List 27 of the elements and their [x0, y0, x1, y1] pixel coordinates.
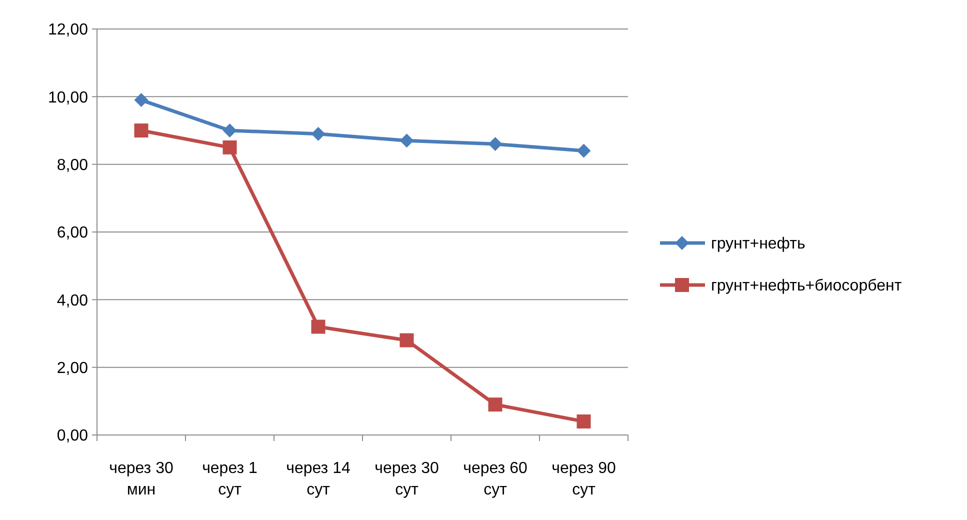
- point: [488, 137, 502, 152]
- point: [311, 126, 326, 141]
- point: [576, 144, 591, 158]
- legend-label: грунт+нефть: [711, 236, 806, 253]
- point: [222, 140, 237, 154]
- x-tick-label: через 30 мин: [109, 460, 174, 499]
- y-tick-label: 10,00: [48, 89, 88, 106]
- x-tick-label: через 90 сут: [552, 460, 616, 499]
- y-tick-label: 8,00: [56, 156, 88, 174]
- point: [400, 333, 414, 348]
- point: [488, 398, 502, 412]
- point: [134, 93, 148, 108]
- y-tick-label: 6,00: [56, 224, 88, 242]
- point: [311, 320, 326, 334]
- x-tick-label: через 14 сут: [286, 460, 350, 499]
- point: [134, 124, 148, 138]
- point: [576, 414, 591, 428]
- x-tick-label: через 1 сут: [202, 460, 258, 499]
- y-tick-label: 0,00: [56, 428, 88, 445]
- y-tick-label: 4,00: [56, 292, 88, 310]
- y-tick-label: 12,00: [48, 22, 88, 39]
- point: [222, 124, 237, 138]
- x-tick-label: через 30 сут: [374, 460, 439, 499]
- y-tick-label: 2,00: [56, 360, 88, 377]
- x-tick-label: через 60 сут: [463, 460, 528, 499]
- legend-label: грунт+нефть+биосорбент: [711, 278, 902, 295]
- point: [400, 134, 414, 148]
